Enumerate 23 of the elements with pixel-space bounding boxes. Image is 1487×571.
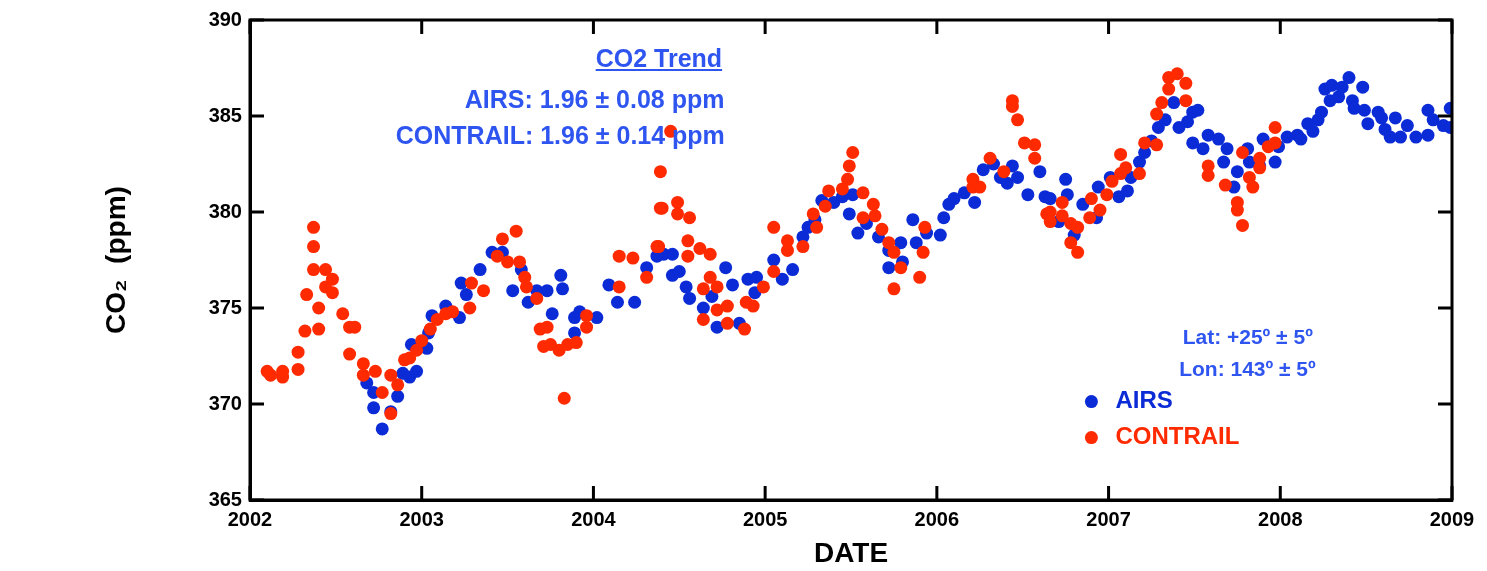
y-tick-label: 385 [208, 103, 242, 126]
x-tick-label: 2006 [914, 507, 960, 530]
y-tick-label: 380 [208, 199, 242, 222]
y-tick-label: 365 [208, 487, 242, 510]
y-axis-title: CO₂ (ppm) [99, 186, 131, 334]
annotation: AIRS: 1.96 ± 0.08 ppm [464, 84, 725, 113]
annotation: CO2 Trend [595, 43, 723, 72]
x-tick-label: 2008 [1258, 507, 1303, 530]
y-tick-label: 375 [208, 295, 242, 318]
x-tick-label: 2002 [227, 507, 273, 530]
x-tick-label: 2003 [399, 507, 444, 530]
x-tick-label: 2009 [1429, 507, 1475, 530]
y-tick-label: 390 [208, 7, 242, 30]
legend-label: CONTRAIL [1115, 422, 1240, 450]
x-tick-label: 2005 [742, 507, 788, 530]
x-tick-label: 2004 [571, 507, 617, 530]
annotation: CONTRAIL: 1.96 ± 0.14 ppm [395, 120, 725, 149]
y-tick-label: 370 [208, 391, 242, 414]
annotation: Lon: 143º ± 5º [1179, 356, 1316, 380]
x-tick-label: 2007 [1086, 507, 1131, 530]
legend-label: AIRS [1115, 386, 1173, 414]
annotation: Lat: +25º ± 5º [1182, 325, 1313, 349]
x-axis-title: DATE [813, 536, 889, 568]
